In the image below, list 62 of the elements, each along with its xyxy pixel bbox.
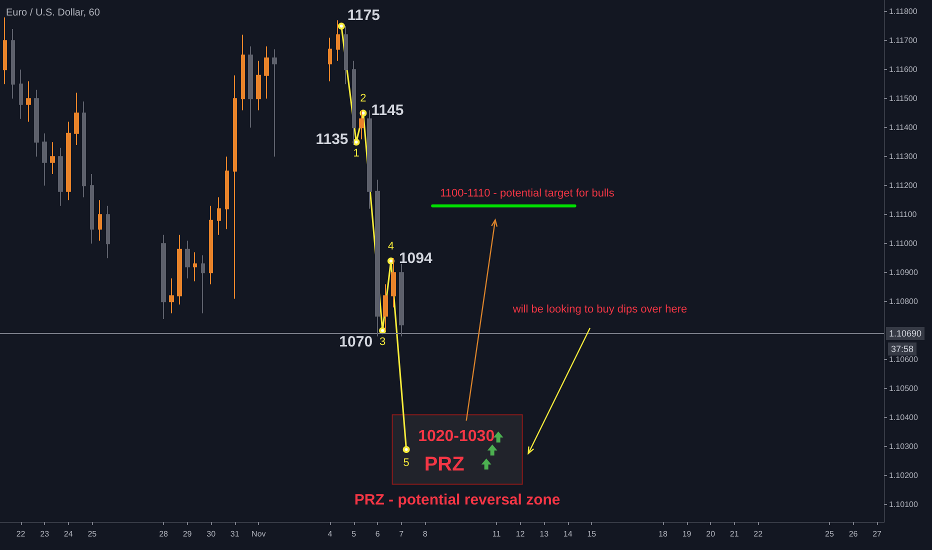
x-tick-label: 13 <box>540 530 550 538</box>
annotation: PRZ - potential reversal zone <box>354 491 560 508</box>
x-tick-label: 8 <box>422 530 428 538</box>
y-tick-label: 1.11800 <box>889 7 918 16</box>
x-tick-label: 7 <box>399 530 404 538</box>
x-tick-label: 11 <box>492 530 502 538</box>
x-tick-label: 14 <box>563 530 573 538</box>
y-tick-label: 1.11300 <box>889 152 918 162</box>
x-tick-label: 6 <box>375 530 380 538</box>
y-tick-label: 1.10600 <box>889 355 918 364</box>
x-tick-label: 21 <box>730 530 740 538</box>
y-tick-label: 1.11500 <box>889 94 918 104</box>
text: 37:58 <box>891 344 914 354</box>
ref-line-label: 1.10690 <box>889 328 922 338</box>
annotation: 5 <box>403 457 410 469</box>
x-tick-label: 18 <box>658 530 668 538</box>
x-tick-label: 28 <box>159 530 169 538</box>
annotation: will be looking to buy dips over here <box>512 304 688 316</box>
y-tick-label: 1.11700 <box>889 36 918 46</box>
y-tick-label: 1.10800 <box>889 297 918 306</box>
x-tick-label: 24 <box>64 530 74 538</box>
x-tick-label: 15 <box>587 530 597 538</box>
y-tick-label: 1.11600 <box>889 65 918 74</box>
x-tick-label: 19 <box>682 530 692 538</box>
x-tick-label: 22 <box>754 530 764 538</box>
y-tick-label: 1.10200 <box>889 471 918 480</box>
x-tick-label: 31 <box>230 530 240 538</box>
x-tick-label: 12 <box>516 530 526 538</box>
annotation: 1100-1110 - potential target for bulls <box>440 187 615 200</box>
y-tick-label: 1.10300 <box>889 442 918 452</box>
annotation: PRZ <box>424 454 464 476</box>
annotation: 1145 <box>371 102 404 120</box>
x-tick-label: 4 <box>328 530 333 538</box>
annotation: 1135 <box>316 131 348 148</box>
x-tick-label: 22 <box>16 530 26 538</box>
annotation: 1 <box>353 148 360 160</box>
x-tick-label: Nov <box>252 530 266 538</box>
x-tick-label: 26 <box>848 530 858 538</box>
annotation: 1020-1030 <box>418 428 495 446</box>
annotation: 2 <box>360 92 366 105</box>
y-tick-label: 1.10900 <box>889 268 918 278</box>
x-tick-label: 27 <box>872 530 882 538</box>
y-tick-label: 1.10100 <box>889 500 918 510</box>
annotation: 1094 <box>398 250 433 267</box>
y-tick-label: 1.10400 <box>889 413 918 422</box>
y-tick-label: 1.11000 <box>889 239 918 248</box>
x-tick-label: 25 <box>825 530 834 538</box>
y-tick-label: 1.11400 <box>889 123 918 132</box>
y-tick-label: 1.11200 <box>889 181 918 190</box>
annotation: 4 <box>388 240 394 252</box>
annotation: 1070 <box>339 334 373 351</box>
annotation: 3 <box>379 336 386 348</box>
x-tick-label: 23 <box>40 530 50 538</box>
annotation: 1175 <box>347 7 380 24</box>
text: Euro / U.S. Dollar, 60 <box>6 8 100 18</box>
y-tick-label: 1.11100 <box>889 210 918 220</box>
x-tick-label: 29 <box>182 530 192 538</box>
x-tick-label: 25 <box>88 530 98 538</box>
x-tick-label: 30 <box>206 530 216 538</box>
x-tick-label: 5 <box>352 530 357 538</box>
y-tick-label: 1.10500 <box>889 384 918 394</box>
x-tick-label: 20 <box>706 530 716 538</box>
